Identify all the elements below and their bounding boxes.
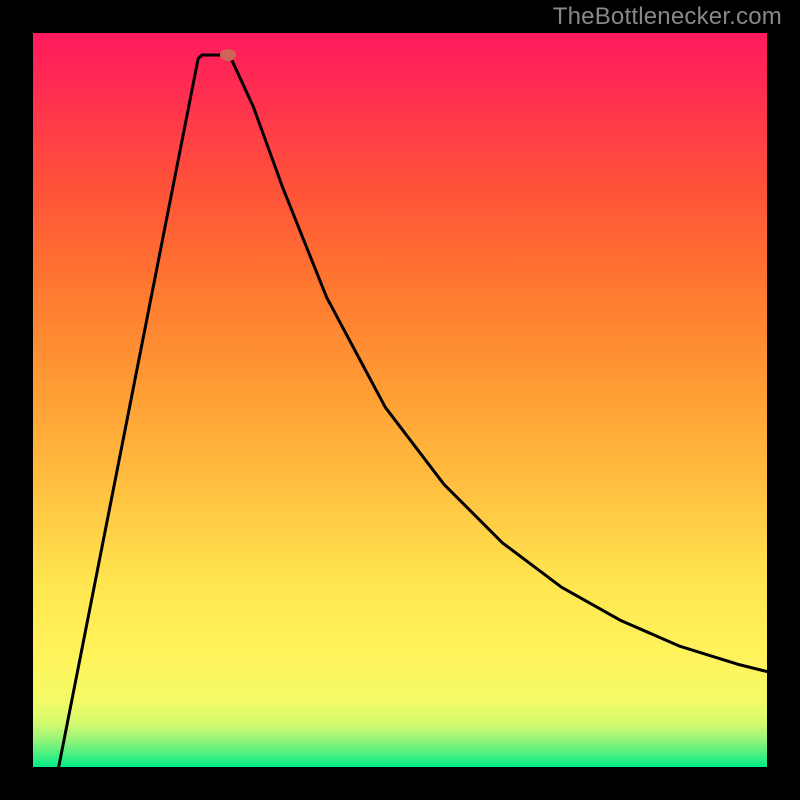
chart-curve-svg: [33, 33, 767, 767]
watermark-label: TheBottlenecker.com: [553, 3, 782, 31]
chart-min-marker: [220, 49, 236, 61]
chart-curve-path: [59, 55, 767, 767]
chart-plot-area: [33, 33, 767, 767]
